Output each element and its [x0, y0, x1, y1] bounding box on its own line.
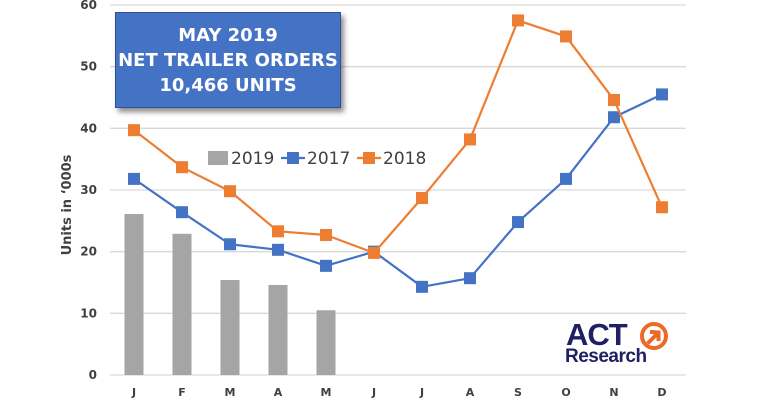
- act-research-logo: ACT Research: [565, 317, 674, 369]
- bar-2019: [172, 233, 192, 375]
- bar-2019: [220, 280, 240, 375]
- marker-2017: [272, 243, 284, 256]
- x-tick-label: J: [131, 386, 136, 399]
- marker-2017: [416, 280, 428, 293]
- marker-2017: [512, 216, 524, 229]
- marker-2017: [320, 259, 332, 272]
- y-tick-label: 30: [80, 183, 97, 197]
- marker-2017: [224, 238, 236, 251]
- logo-research-text: Research: [565, 346, 647, 367]
- line-2018: [128, 14, 668, 259]
- x-tick-label: J: [371, 386, 376, 399]
- legend-label: 2019: [231, 149, 274, 169]
- marker-2018: [272, 225, 284, 238]
- legend-swatch-bar: [208, 151, 228, 165]
- y-axis-ticks: 0 10 20 30 40 50 60: [80, 0, 97, 382]
- y-tick-label: 60: [80, 0, 97, 12]
- title-line-3: 10,466 UNITS: [159, 74, 297, 96]
- marker-2017: [560, 172, 572, 185]
- x-tick-label: J: [419, 386, 424, 399]
- x-tick-label: A: [274, 386, 283, 399]
- marker-2018: [512, 14, 524, 27]
- marker-2017: [464, 272, 476, 285]
- marker-2018: [464, 133, 476, 146]
- bar-2019: [316, 310, 336, 375]
- marker-2018: [224, 185, 236, 198]
- marker-2017: [608, 111, 620, 124]
- y-tick-label: 50: [80, 60, 97, 74]
- legend-label: 2018: [383, 149, 426, 169]
- x-tick-label: S: [514, 386, 522, 399]
- title-line-1: MAY 2019: [178, 24, 278, 46]
- marker-2017: [176, 206, 188, 219]
- x-tick-label: M: [225, 386, 236, 399]
- y-axis-label: Units in ‘000s: [60, 154, 75, 255]
- marker-2018: [656, 201, 668, 214]
- marker-2018: [368, 246, 380, 259]
- legend: 2019 2017 2018: [208, 149, 426, 169]
- x-tick-label: A: [466, 386, 475, 399]
- title-line-2: NET TRAILER ORDERS: [118, 49, 338, 71]
- y-tick-label: 10: [80, 306, 97, 320]
- y-tick-label: 0: [89, 368, 97, 382]
- x-tick-label: N: [609, 386, 618, 399]
- marker-2018: [128, 124, 140, 137]
- legend-swatch-line: [287, 152, 299, 164]
- x-tick-label: F: [178, 386, 186, 399]
- title-callout-box: MAY 2019 NET TRAILER ORDERS 10,466 UNITS: [115, 12, 341, 108]
- marker-2018: [608, 93, 620, 106]
- line-series: [128, 14, 668, 293]
- arrow-circle-icon: [640, 322, 668, 350]
- bar-2019: [268, 284, 288, 375]
- logo-act-text: ACT: [566, 317, 628, 352]
- legend-label: 2017: [307, 149, 350, 169]
- legend-swatch-line: [363, 152, 375, 164]
- x-tick-label: M: [321, 386, 332, 399]
- x-tick-label: O: [561, 386, 570, 399]
- y-tick-label: 40: [80, 121, 97, 135]
- x-tick-label: D: [657, 386, 666, 399]
- bars-2019: [124, 214, 336, 375]
- bar-2019: [124, 214, 144, 375]
- marker-2018: [320, 229, 332, 242]
- marker-2018: [560, 30, 572, 43]
- marker-2017: [128, 172, 140, 185]
- marker-2017: [656, 88, 668, 101]
- marker-2018: [176, 161, 188, 174]
- y-tick-label: 20: [80, 245, 97, 259]
- marker-2018: [416, 192, 428, 205]
